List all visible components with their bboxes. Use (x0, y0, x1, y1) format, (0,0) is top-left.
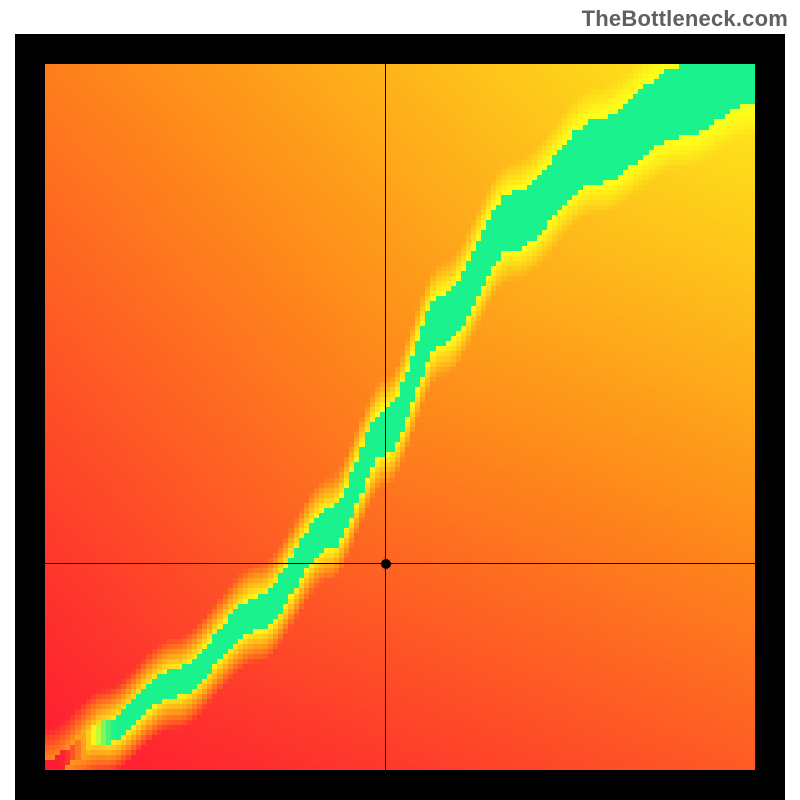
chart-container: TheBottleneck.com (0, 0, 800, 800)
heatmap-canvas (45, 64, 755, 770)
watermark-label: TheBottleneck.com (582, 6, 788, 32)
